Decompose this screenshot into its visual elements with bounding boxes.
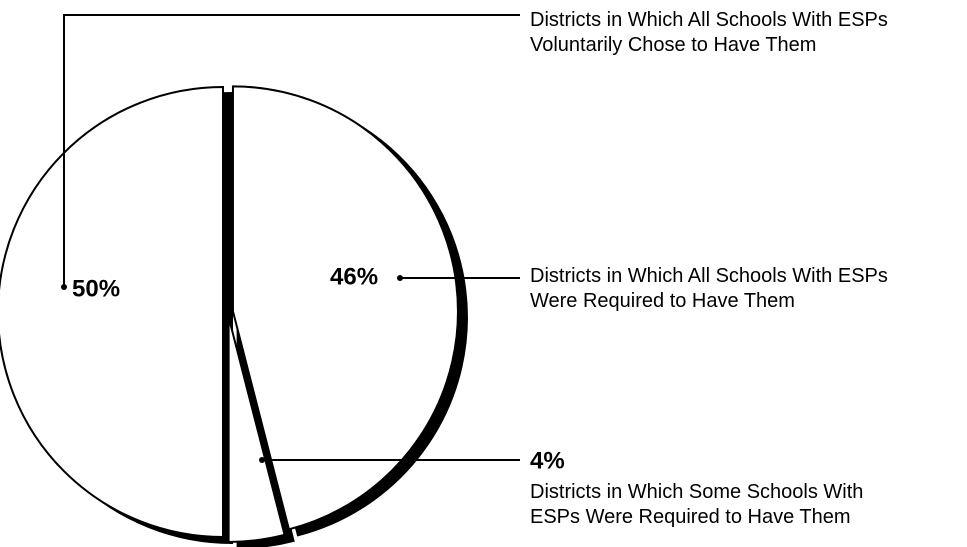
category-label: Districts in Which All Schools With ESPs… — [530, 9, 888, 56]
leader-dot — [397, 275, 403, 281]
value-label: 4% — [530, 447, 565, 474]
value-label: 46% — [330, 263, 378, 290]
leader-line — [63, 14, 520, 287]
slice — [227, 316, 286, 543]
value-label: 50% — [72, 275, 120, 302]
category-label: Districts in Which Some Schools With ESP… — [530, 481, 864, 528]
slice — [0, 85, 224, 539]
leader-dot — [259, 457, 265, 463]
category-label: Districts in Which All Schools With ESPs… — [530, 265, 888, 312]
leader-dot — [61, 284, 67, 290]
slice — [231, 85, 459, 531]
